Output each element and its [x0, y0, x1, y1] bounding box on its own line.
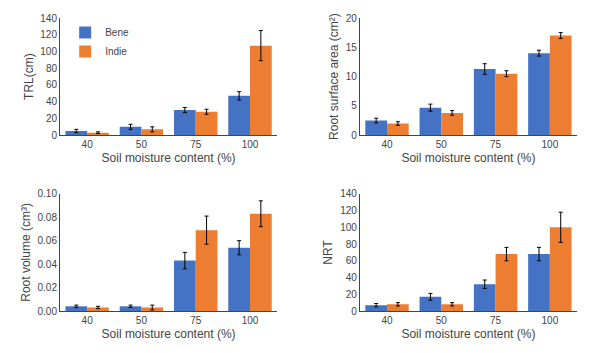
svg-text:60: 60 [346, 255, 358, 266]
svg-text:Soil moisture content (%): Soil moisture content (%) [102, 327, 236, 341]
svg-text:140: 140 [340, 188, 357, 199]
svg-text:50: 50 [436, 139, 448, 150]
svg-text:140: 140 [40, 13, 57, 24]
svg-text:0.08: 0.08 [38, 212, 58, 223]
svg-text:TRL(cm): TRL(cm) [22, 53, 36, 100]
svg-text:100: 100 [542, 315, 559, 326]
svg-text:40: 40 [346, 272, 358, 283]
svg-text:50: 50 [136, 139, 148, 150]
svg-text:40: 40 [82, 315, 94, 326]
svg-text:50: 50 [436, 315, 448, 326]
svg-text:40: 40 [46, 96, 58, 107]
svg-text:75: 75 [190, 315, 202, 326]
svg-text:100: 100 [542, 139, 559, 150]
svg-text:40: 40 [381, 139, 393, 150]
svg-text:Soil moisture content (%): Soil moisture content (%) [401, 151, 535, 165]
svg-text:Bene: Bene [105, 27, 129, 38]
svg-text:50: 50 [136, 315, 148, 326]
svg-text:NRT: NRT [321, 240, 335, 265]
svg-text:Root surface area (cm²): Root surface area (cm²) [327, 13, 341, 140]
svg-text:100: 100 [242, 139, 259, 150]
svg-text:0: 0 [351, 130, 357, 141]
svg-text:Indie: Indie [105, 46, 127, 57]
svg-text:0.10: 0.10 [38, 188, 58, 199]
svg-text:100: 100 [242, 315, 259, 326]
svg-text:40: 40 [82, 139, 94, 150]
svg-text:0: 0 [351, 306, 357, 317]
svg-text:0.02: 0.02 [38, 282, 58, 293]
svg-text:80: 80 [346, 239, 358, 250]
svg-text:Soil moisture content (%): Soil moisture content (%) [401, 327, 535, 341]
svg-text:5: 5 [351, 100, 357, 111]
svg-text:0.06: 0.06 [38, 235, 58, 246]
svg-text:100: 100 [340, 222, 357, 233]
svg-text:40: 40 [381, 315, 393, 326]
svg-text:15: 15 [346, 42, 358, 53]
svg-text:100: 100 [40, 46, 57, 57]
svg-text:75: 75 [490, 139, 502, 150]
svg-text:80: 80 [46, 63, 58, 74]
svg-text:20: 20 [346, 289, 358, 300]
svg-text:75: 75 [490, 315, 502, 326]
svg-text:0.04: 0.04 [38, 259, 58, 270]
svg-text:10: 10 [346, 71, 358, 82]
svg-text:0: 0 [51, 130, 57, 141]
svg-text:120: 120 [340, 205, 357, 216]
svg-text:20: 20 [346, 13, 358, 24]
svg-text:120: 120 [40, 29, 57, 40]
svg-text:60: 60 [46, 79, 58, 90]
svg-text:75: 75 [190, 139, 202, 150]
svg-text:Soil moisture content (%): Soil moisture content (%) [102, 151, 236, 165]
svg-text:Root volume (cm³): Root volume (cm³) [19, 203, 33, 302]
svg-text:0.00: 0.00 [38, 306, 58, 317]
svg-text:20: 20 [46, 113, 58, 124]
